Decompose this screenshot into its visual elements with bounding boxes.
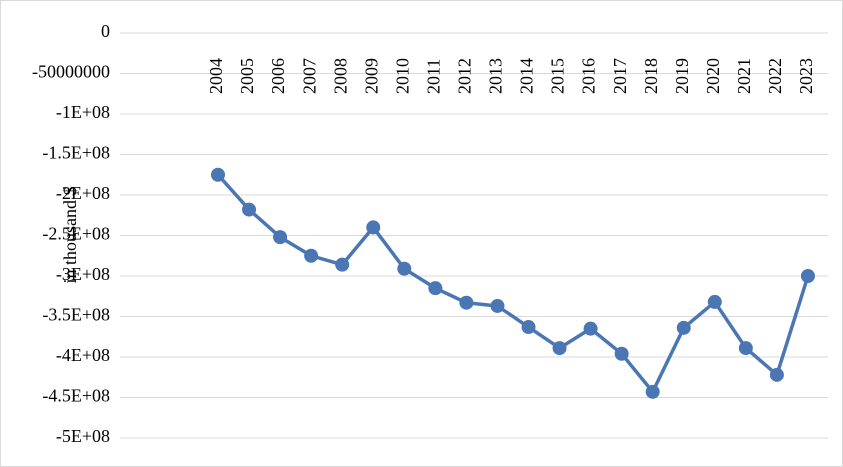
x-tick-label: 2018 <box>641 58 661 94</box>
point <box>707 294 722 309</box>
point <box>552 341 567 356</box>
point <box>273 230 288 245</box>
y-tick-label: -50000000 <box>32 62 110 82</box>
x-tick-label: 2013 <box>486 58 506 94</box>
y-axis-title: in thousand $ <box>60 187 80 284</box>
y-tick-label: -2E+08 <box>56 183 110 203</box>
x-tick-label: 2012 <box>455 58 475 94</box>
point <box>738 341 753 356</box>
x-tick-label: 2009 <box>361 58 381 94</box>
x-tick-label: 2023 <box>796 58 816 94</box>
y-tick-label: -1.5E+08 <box>42 143 110 163</box>
y-tick-label: -4E+08 <box>56 345 110 365</box>
x-tick-label: 2008 <box>330 58 350 94</box>
point <box>211 167 225 182</box>
point <box>490 298 505 313</box>
point <box>428 281 443 296</box>
x-tick-label: 2017 <box>610 58 630 94</box>
y-tick-label: -5E+08 <box>56 426 110 446</box>
x-tick-label: 2005 <box>237 58 257 94</box>
x-tick-label: 2014 <box>517 58 537 94</box>
point <box>769 367 784 382</box>
point <box>335 257 350 272</box>
point <box>800 269 815 283</box>
x-tick-label: 2021 <box>734 58 754 94</box>
x-tick-label: 2007 <box>299 58 319 94</box>
y-tick-label: -3.5E+08 <box>42 305 110 325</box>
x-tick-label: 2016 <box>579 58 599 94</box>
x-tick-label: 2020 <box>703 58 723 94</box>
y-tick-label: -3E+08 <box>56 264 110 284</box>
point <box>459 295 474 310</box>
point <box>521 320 536 335</box>
x-tick-label: 2019 <box>672 58 692 94</box>
point <box>304 248 319 263</box>
point <box>645 384 660 399</box>
point <box>583 321 598 336</box>
y-tick-label: -4.5E+08 <box>42 386 110 406</box>
x-tick-label: 2006 <box>268 58 288 94</box>
point <box>242 202 257 217</box>
x-tick-label: 2015 <box>548 58 568 94</box>
point <box>366 220 381 235</box>
x-tick-label: 2010 <box>392 58 412 94</box>
point <box>676 320 691 335</box>
y-tick-label: -1E+08 <box>56 102 110 122</box>
point <box>397 261 412 276</box>
point <box>614 346 629 361</box>
x-tick-label: 2011 <box>423 59 443 94</box>
y-tick-label: -2.5E+08 <box>42 224 110 244</box>
y-tick-label: 0 <box>101 21 110 41</box>
x-tick-label: 2004 <box>206 58 226 94</box>
x-tick-label: 2022 <box>765 58 785 94</box>
